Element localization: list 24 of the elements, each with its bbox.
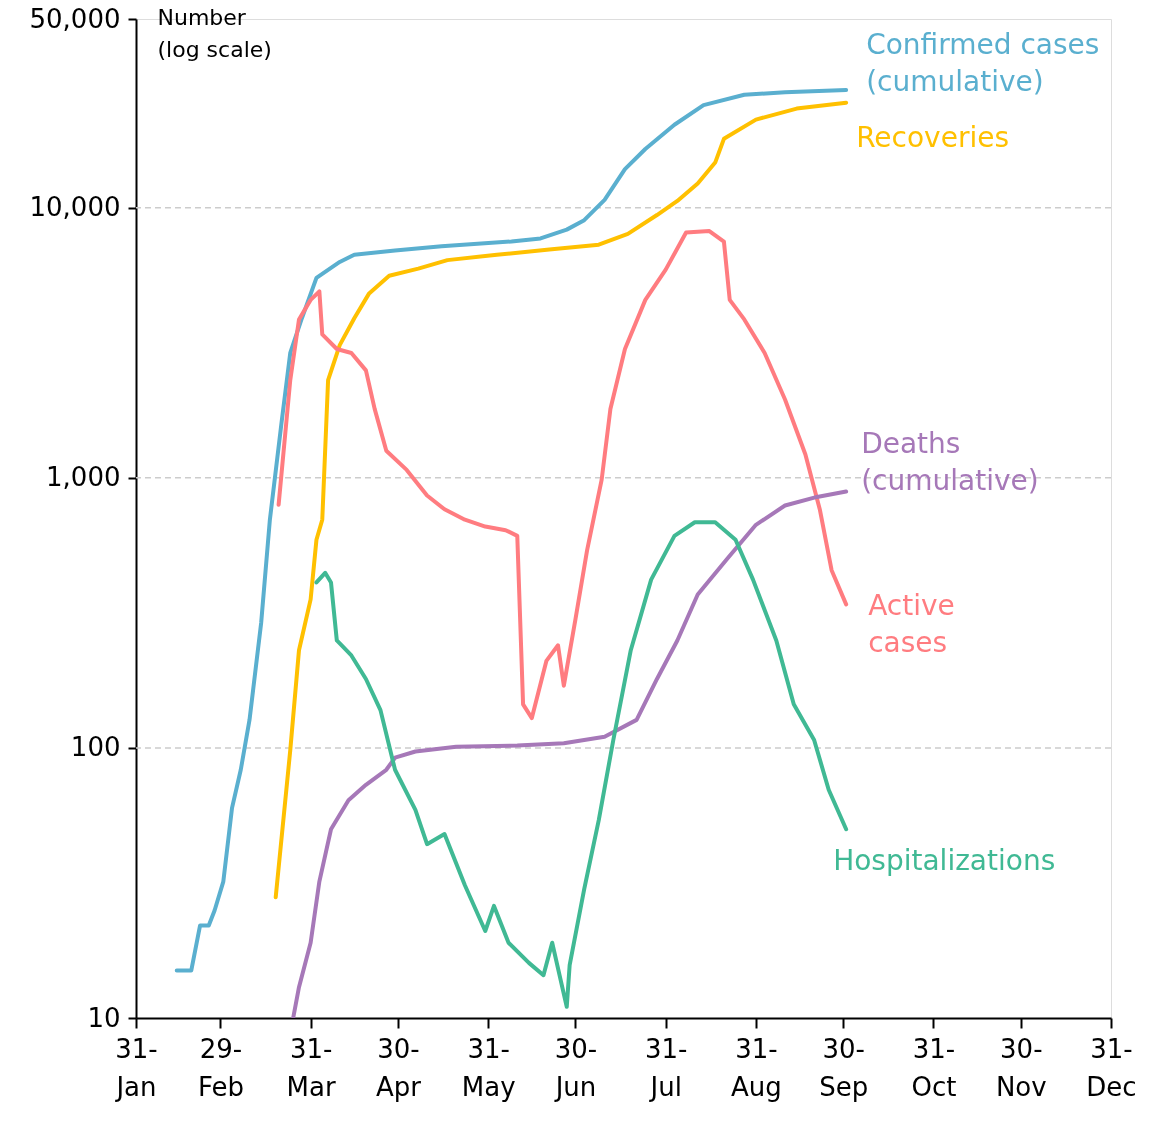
x-tick-label: 29- Feb [197, 1033, 244, 1102]
y-tick-label: 10,000 [29, 192, 121, 223]
series-label: Active cases [868, 589, 955, 660]
y-tick-label: 1,000 [46, 462, 121, 493]
x-tick-label: 31- Jan [114, 1033, 158, 1102]
x-tick-label: 31- Jul [644, 1033, 688, 1102]
x-tick-label: 31- Dec [1086, 1033, 1137, 1102]
x-tick-label: 31- Oct [911, 1033, 957, 1102]
series-label: Confirmed cases (cumulative) [866, 27, 1100, 98]
y-tick-label: 50,000 [29, 3, 121, 34]
x-tick-label: 31- Mar [286, 1033, 336, 1102]
series-label: Hospitalizations [833, 844, 1056, 878]
series-label: Deaths (cumulative) [861, 426, 1039, 497]
x-tick-label: 30- Apr [375, 1033, 422, 1102]
x-tick-label: 31- Aug [731, 1033, 782, 1102]
series-label: Recoveries [856, 120, 1010, 154]
line-series [276, 229, 849, 721]
y-tick-label: 10 [87, 1002, 121, 1033]
y-axis-title: Number (log scale) [157, 4, 272, 62]
y-tick-label: 100 [70, 732, 121, 763]
x-tick-label: 31- May [461, 1033, 516, 1102]
x-tick-label: 30- Sep [819, 1033, 869, 1102]
x-tick-label: 30- Jun [553, 1033, 598, 1102]
x-tick-label: 30- Nov [995, 1033, 1047, 1102]
